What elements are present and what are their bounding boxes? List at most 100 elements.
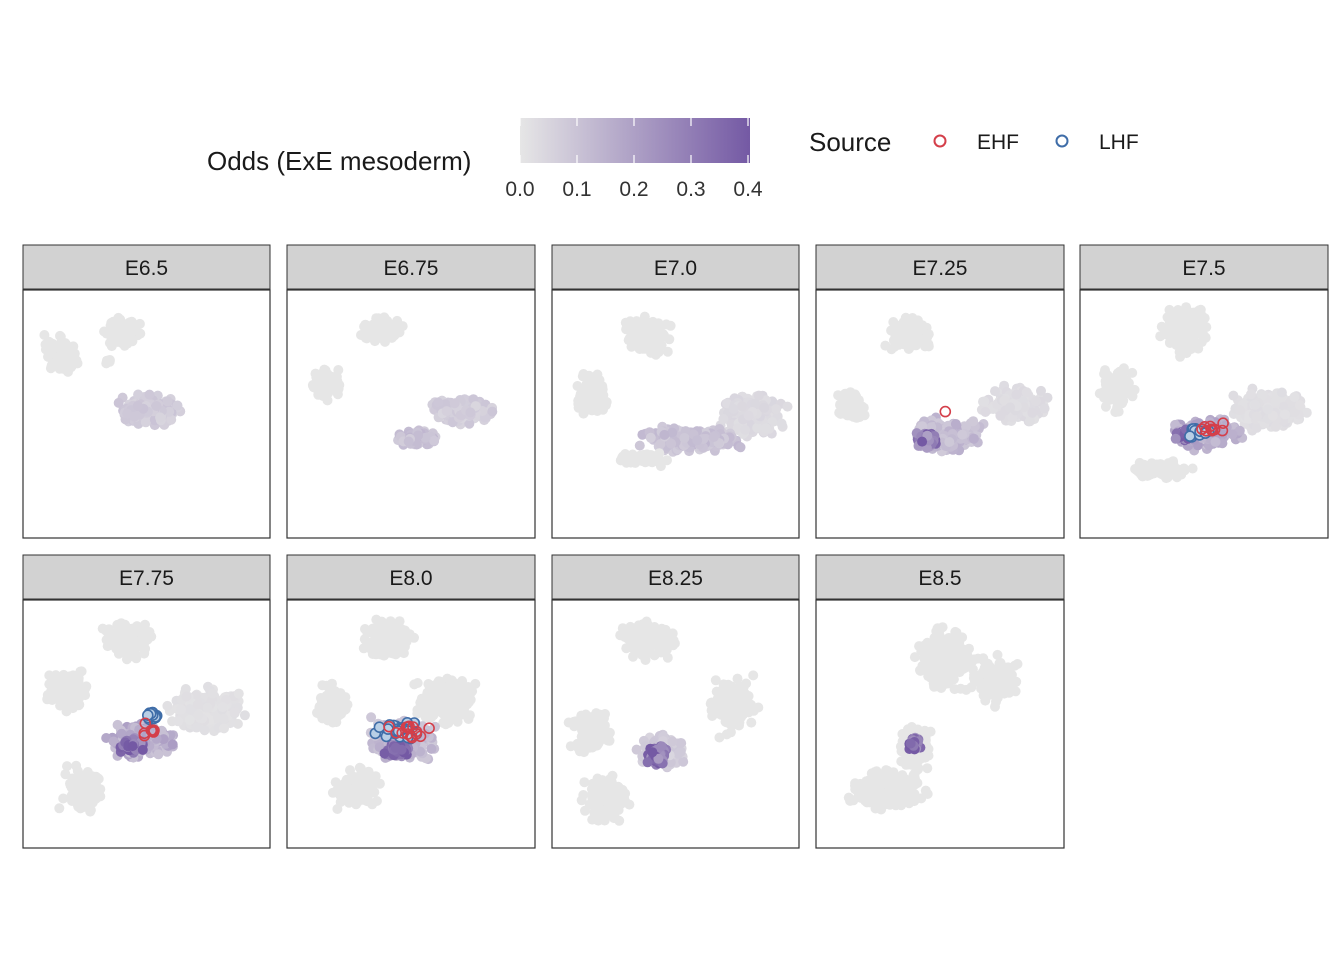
panel-e7-0: E7.0 [551,244,800,539]
cell-point [104,624,114,635]
colorbar-gradient [520,118,750,163]
cell-point [120,327,131,338]
cell-point [849,396,860,407]
cell-point [71,760,82,771]
cell-point [1184,430,1196,443]
cell-point [340,692,351,703]
colorbar-tick-label: 0.3 [676,178,705,201]
cell-point [752,422,763,433]
cell-point [426,695,437,706]
cell-point [54,351,65,362]
cell-point [1251,411,1262,422]
cell-point [1100,401,1111,412]
cell-point [79,780,90,791]
cell-point [1005,402,1016,413]
cell-point [645,432,656,443]
cell-point [124,627,135,638]
cell-point [54,803,65,814]
points-layer [1094,302,1312,484]
cell-point [1173,305,1183,315]
cell-point [313,389,324,400]
cell-point [47,695,58,705]
cell-point [1100,376,1111,387]
cell-point [1177,465,1188,476]
cell-point [440,702,451,712]
cell-point [307,380,318,390]
strip-label: E6.75 [384,257,439,280]
cell-point [356,330,366,340]
panel-e6-75: E6.75 [286,244,536,539]
cell-point [329,707,340,717]
cell-point [776,418,787,429]
cell-point [219,723,229,734]
cell-point [385,616,396,627]
cell-point [632,333,643,344]
cell-point [119,640,130,651]
cell-point [70,781,81,791]
cell-point [332,389,343,400]
cell-point [979,396,990,407]
cell-point [1130,464,1141,474]
cell-point [743,410,754,421]
cell-point [759,402,770,413]
cell-point [113,397,124,408]
cell-point [1021,387,1032,398]
cell-point [761,423,772,434]
source-legend-title: Source [809,127,891,157]
cell-point [944,437,955,447]
cell-point [995,410,1006,421]
cell-point [1162,312,1173,323]
cell-point [1262,404,1273,415]
cell-point [1250,399,1261,410]
cell-point [920,333,931,344]
cell-point [233,688,244,699]
cell-point [327,688,338,699]
cell-point [659,429,670,440]
cell-point [144,389,155,400]
cell-point [579,385,590,395]
cell-point [902,324,913,335]
cell-point [939,405,952,418]
cell-point [135,328,146,339]
cell-point [217,702,228,713]
colorbar-title: Odds (ExE mesoderm) [207,146,471,176]
cell-point [1152,466,1163,477]
cell-point [366,321,377,331]
cell-point [1235,405,1245,416]
cell-point [487,406,498,417]
cell-point [1176,335,1187,346]
cell-point [833,390,844,401]
colorbar-tick-label: 0.0 [505,178,534,201]
cell-point [1030,396,1041,407]
facet-panels: E6.5 E6.75 E7.0 E7.25 E7.5 [22,244,1329,849]
cell-point [917,436,928,447]
strip-label: E7.75 [119,567,174,590]
cell-point [1210,436,1221,447]
cell-point [140,619,150,630]
cell-point [101,358,112,369]
cell-point [464,418,475,429]
cell-point [433,397,444,408]
cell-point [229,707,240,718]
cell-point [239,710,250,721]
panel-e7-25: E7.25 [815,244,1065,539]
cell-point [329,697,340,708]
cell-point [207,688,218,699]
cell-point [371,649,381,660]
cell-point [950,419,961,429]
colorbar-tick-label: 0.1 [562,178,591,201]
cell-point [634,440,645,451]
cell-point [449,398,460,409]
cell-point [125,651,136,662]
cell-point [61,677,71,688]
panel-frame [22,289,271,539]
cell-point [662,346,673,357]
cell-point [181,691,192,702]
ehf-legend-key [933,134,947,148]
cell-point [317,680,328,691]
cell-point [450,703,461,714]
cell-point [441,406,452,417]
cell-point [412,708,423,719]
cell-point [173,716,184,727]
cell-point [435,676,446,687]
